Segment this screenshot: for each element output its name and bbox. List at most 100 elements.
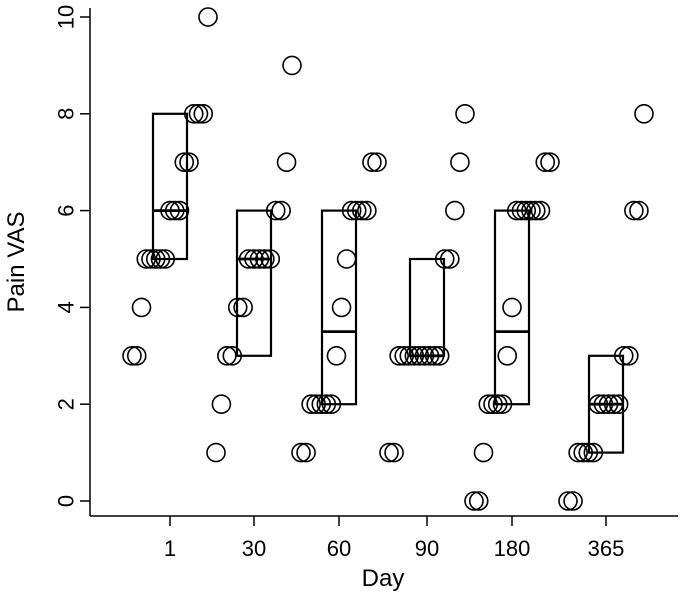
data-point bbox=[211, 394, 232, 415]
data-point bbox=[487, 394, 508, 415]
data-point bbox=[367, 152, 387, 172]
data-point bbox=[511, 200, 532, 221]
data-point bbox=[379, 442, 399, 463]
data-point bbox=[384, 442, 404, 463]
data-point bbox=[276, 152, 297, 172]
data-point bbox=[414, 345, 435, 366]
point-group bbox=[122, 7, 654, 511]
data-point bbox=[429, 345, 450, 366]
data-point bbox=[424, 345, 445, 366]
data-point bbox=[521, 200, 541, 221]
data-point bbox=[296, 442, 316, 463]
data-point bbox=[174, 152, 195, 172]
x-tick-label: 1 bbox=[164, 536, 176, 561]
data-point bbox=[301, 394, 321, 415]
y-tick-label: 2 bbox=[54, 398, 79, 410]
data-point bbox=[419, 345, 440, 366]
data-point bbox=[445, 200, 465, 221]
data-point bbox=[131, 297, 152, 318]
data-point bbox=[126, 345, 147, 366]
y-tick-label: 4 bbox=[54, 301, 79, 313]
data-point bbox=[238, 249, 259, 269]
data-point bbox=[141, 249, 161, 269]
data-point bbox=[265, 200, 286, 221]
data-point bbox=[634, 104, 654, 124]
box-iqr bbox=[320, 209, 358, 406]
y-tick-label: 8 bbox=[54, 108, 79, 120]
data-point bbox=[346, 200, 367, 221]
data-point bbox=[169, 200, 190, 221]
y-tick-label: 6 bbox=[54, 204, 79, 216]
data-point bbox=[404, 345, 425, 366]
data-point bbox=[535, 152, 556, 172]
data-point bbox=[624, 200, 644, 221]
data-point bbox=[357, 200, 377, 221]
x-tick-label: 180 bbox=[494, 536, 531, 561]
data-point bbox=[311, 394, 332, 415]
data-point bbox=[291, 442, 311, 463]
data-point bbox=[150, 249, 171, 269]
data-point bbox=[492, 394, 513, 415]
data-point bbox=[573, 442, 594, 463]
data-point bbox=[336, 249, 357, 269]
data-point bbox=[198, 7, 218, 27]
data-point bbox=[260, 249, 281, 269]
data-point bbox=[506, 200, 527, 221]
data-point bbox=[160, 200, 180, 221]
data-point bbox=[206, 442, 226, 463]
data-point bbox=[136, 249, 157, 269]
data-point bbox=[409, 345, 430, 366]
data-point bbox=[316, 394, 337, 415]
box-iqr bbox=[408, 257, 446, 357]
data-point bbox=[464, 491, 484, 511]
data-point bbox=[497, 345, 518, 366]
data-point bbox=[227, 297, 248, 318]
data-point bbox=[188, 104, 209, 124]
y-tick-label: 10 bbox=[54, 5, 79, 29]
data-point bbox=[608, 394, 629, 415]
data-point bbox=[629, 200, 649, 221]
data-point bbox=[450, 152, 470, 172]
x-tick-label: 30 bbox=[242, 536, 266, 561]
x-axis-label: Day bbox=[362, 565, 405, 592]
data-point bbox=[255, 249, 275, 269]
data-point bbox=[331, 297, 352, 318]
data-point bbox=[155, 249, 176, 269]
data-point bbox=[473, 442, 494, 463]
data-point bbox=[568, 442, 588, 463]
data-point bbox=[618, 345, 639, 366]
data-point bbox=[525, 200, 546, 221]
data-point bbox=[588, 394, 609, 415]
data-point bbox=[351, 200, 372, 221]
x-tick-label: 90 bbox=[415, 536, 439, 561]
data-point bbox=[389, 345, 409, 366]
data-point bbox=[183, 104, 204, 124]
data-point bbox=[439, 249, 460, 269]
data-point bbox=[164, 200, 185, 221]
data-point bbox=[362, 152, 382, 172]
y-tick-label: 0 bbox=[54, 495, 79, 507]
data-point bbox=[282, 55, 302, 76]
data-point bbox=[179, 152, 199, 172]
data-point bbox=[598, 394, 619, 415]
axes: 0 2 4 6 8 10 1 30 60 90 180 365 bbox=[54, 5, 678, 561]
data-point bbox=[478, 394, 499, 415]
data-point bbox=[244, 249, 264, 269]
data-point bbox=[455, 104, 475, 124]
data-point bbox=[530, 200, 551, 221]
data-point bbox=[563, 491, 583, 511]
data-point bbox=[502, 297, 522, 318]
data-point bbox=[217, 345, 237, 366]
data-point bbox=[593, 394, 614, 415]
data-point bbox=[341, 200, 362, 221]
data-point bbox=[483, 394, 503, 415]
y-axis-label: Pain VAS bbox=[3, 212, 30, 313]
data-point bbox=[613, 345, 634, 366]
data-point bbox=[249, 249, 270, 269]
data-point bbox=[233, 297, 253, 318]
data-point bbox=[603, 394, 624, 415]
data-point bbox=[394, 345, 415, 366]
data-point bbox=[399, 345, 420, 366]
data-point bbox=[540, 152, 560, 172]
data-point bbox=[306, 394, 327, 415]
